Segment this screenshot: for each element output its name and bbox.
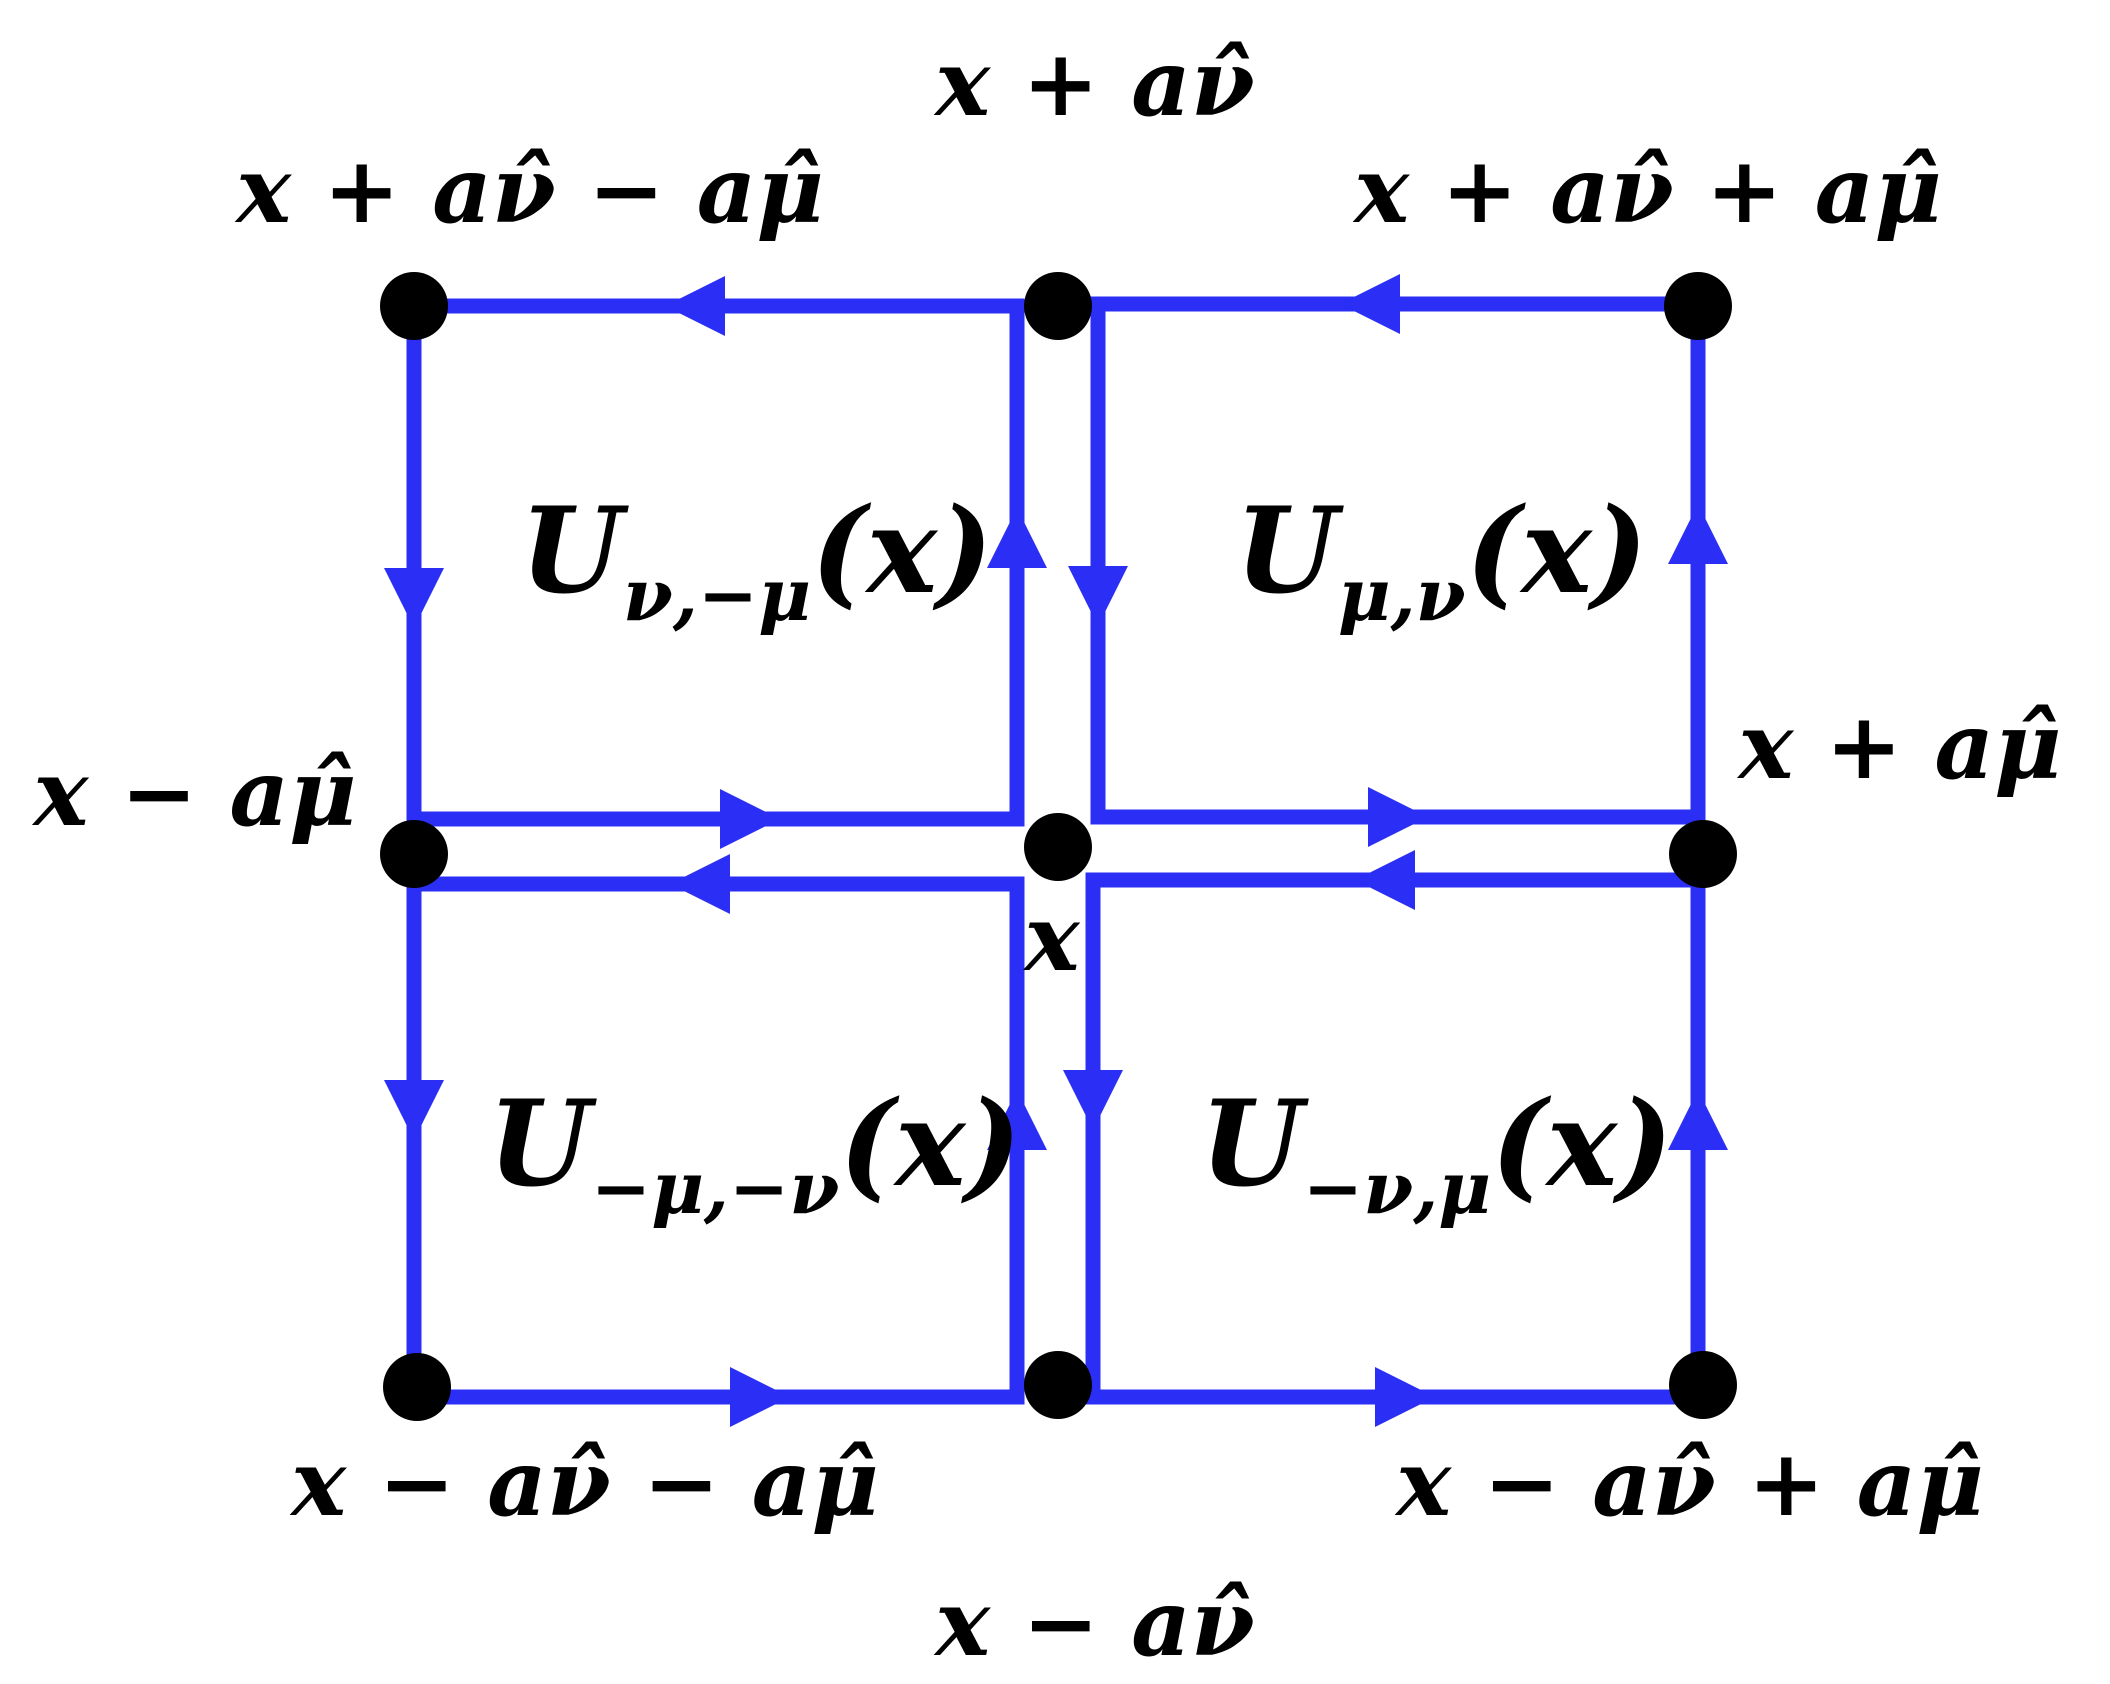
site-bottom-mid [1024, 1351, 1092, 1419]
plaquette-label-top-left: Uν,−μ(x) [520, 481, 993, 637]
arrow-up [1668, 504, 1728, 564]
plaquette-argument: (x) [839, 1074, 1021, 1213]
site-mid-right [1669, 820, 1737, 888]
site-top-right [1664, 272, 1732, 340]
arrow-left [1340, 274, 1400, 334]
site-top-left [380, 272, 448, 340]
site-mid-left [380, 820, 448, 888]
arrow-right [730, 1367, 790, 1427]
label-bottom-mid: x − aν̂ [933, 1569, 1254, 1677]
plaquette-label-bottom-left: U−μ,−ν(x) [488, 1074, 1021, 1230]
plaquette-subscript: μ,ν [1338, 552, 1466, 637]
plaquette-argument: (x) [1466, 481, 1648, 620]
label-center: x [1023, 884, 1081, 992]
arrow-right [1368, 787, 1428, 847]
arrow-down [1068, 566, 1128, 626]
site-bottom-right [1669, 1351, 1737, 1419]
arrow-left [665, 276, 725, 336]
plaquette-symbol: U [1235, 481, 1344, 620]
label-bottom-left: x − aν̂ − aμ̂ [289, 1429, 879, 1537]
arrow-up [1668, 1090, 1728, 1150]
plaquette-symbol: U [1200, 1074, 1309, 1213]
arrow-down [1063, 1070, 1123, 1130]
plaquette-subscript: −μ,−ν [591, 1145, 839, 1230]
arrow-left [1355, 850, 1415, 910]
plaquette-symbol: U [488, 1074, 597, 1213]
lattice-sites [380, 272, 1737, 1421]
label-top-left: x + aν̂ − aμ̂ [234, 136, 824, 244]
site-top-mid [1024, 272, 1092, 340]
arrow-right [1375, 1367, 1435, 1427]
plaquette-label-top-right: Uμ,ν(x) [1235, 481, 1648, 637]
label-top-mid: x + aν̂ [933, 29, 1254, 137]
arrow-down [384, 568, 444, 628]
site-center [1024, 813, 1092, 881]
plaquette-label-bottom-right: U−ν,μ(x) [1200, 1074, 1673, 1230]
label-mid-left: x − aμ̂ [32, 739, 357, 847]
label-mid-right: x + aμ̂ [1737, 692, 2062, 800]
plaquette-subscript: ν,−μ [623, 552, 811, 637]
label-bottom-right: x − aν̂ + aμ̂ [1394, 1429, 1984, 1537]
arrow-left [670, 854, 730, 914]
plaquette-symbol: U [520, 481, 629, 620]
label-top-right: x + aν̂ + aμ̂ [1352, 136, 1942, 244]
arrow-up [987, 508, 1047, 568]
plaquette-subscript: −ν,μ [1303, 1145, 1491, 1230]
arrow-right [720, 789, 780, 849]
plaquette-argument: (x) [1491, 1074, 1673, 1213]
arrow-down [384, 1080, 444, 1140]
site-bottom-left [383, 1353, 451, 1421]
plaquette-argument: (x) [811, 481, 993, 620]
